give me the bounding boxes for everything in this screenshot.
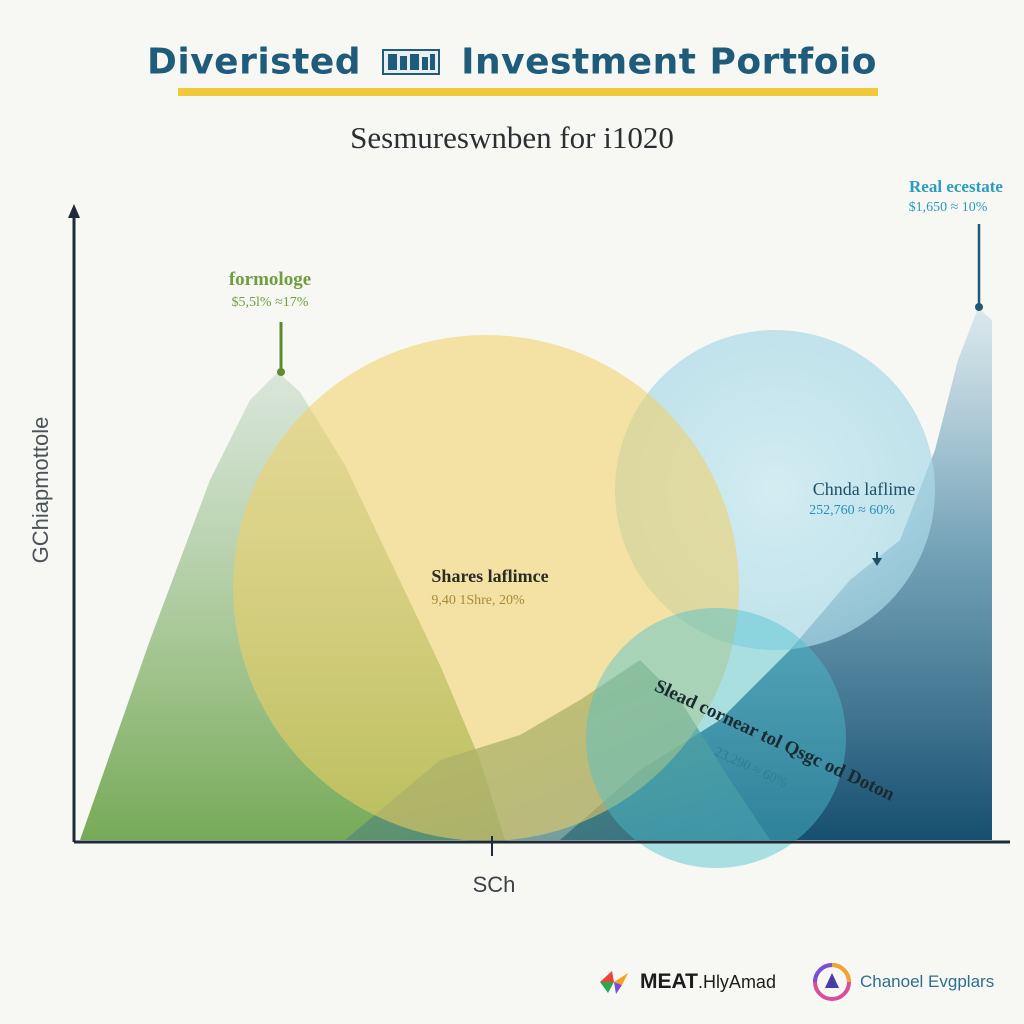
- area-real-estate: [560, 308, 992, 840]
- chanoel-text: Chanoel Evgplars: [860, 972, 995, 991]
- shares-value: 9,40 1Shre, 20%: [431, 593, 525, 608]
- chart-subtitle: Sesmureswnben for i1020: [350, 120, 674, 155]
- real-estate-label: Real ecestate: [909, 177, 1003, 196]
- circle-logo-icon: [813, 963, 851, 1001]
- chart-title: Diveristed Investment Portfoio: [0, 40, 1024, 83]
- x-axis-label: SCh: [473, 872, 516, 897]
- y-axis-label: GChiapmottole: [28, 417, 53, 564]
- title-right: Investment Portfoio: [461, 41, 877, 83]
- meat-rest: .HlyAmad: [697, 972, 776, 992]
- footer-logo-meat: MEAT.HlyAmad: [598, 962, 776, 1002]
- shares-label: Shares laflimce: [431, 566, 548, 586]
- colorful-star-icon: [600, 971, 628, 994]
- chnda-label: Chnda laflime: [813, 479, 915, 499]
- formologe-label: formologe: [229, 269, 311, 290]
- title-underline: [178, 88, 878, 96]
- bubble-slead-cornear: [586, 608, 846, 868]
- chnda-value: 252,760 ≈ 60%: [809, 503, 895, 518]
- bubble-shares-laflimce: [233, 335, 739, 841]
- meat-bold: MEAT: [640, 970, 698, 993]
- real-estate-value: $1,650 ≈ 10%: [909, 200, 988, 215]
- real-estate-marker-dot: [975, 303, 983, 311]
- footer-logo-chanoel: Chanoel Evgplars: [812, 962, 994, 1002]
- y-axis-arrow: [68, 204, 80, 218]
- banknotes-icon: [382, 49, 441, 75]
- title-left: Diveristed: [146, 41, 362, 83]
- formologe-value: $5,5l% ≈17%: [232, 295, 309, 310]
- chnda-marker-arrow: [872, 558, 882, 566]
- formologe-marker-dot: [277, 368, 285, 376]
